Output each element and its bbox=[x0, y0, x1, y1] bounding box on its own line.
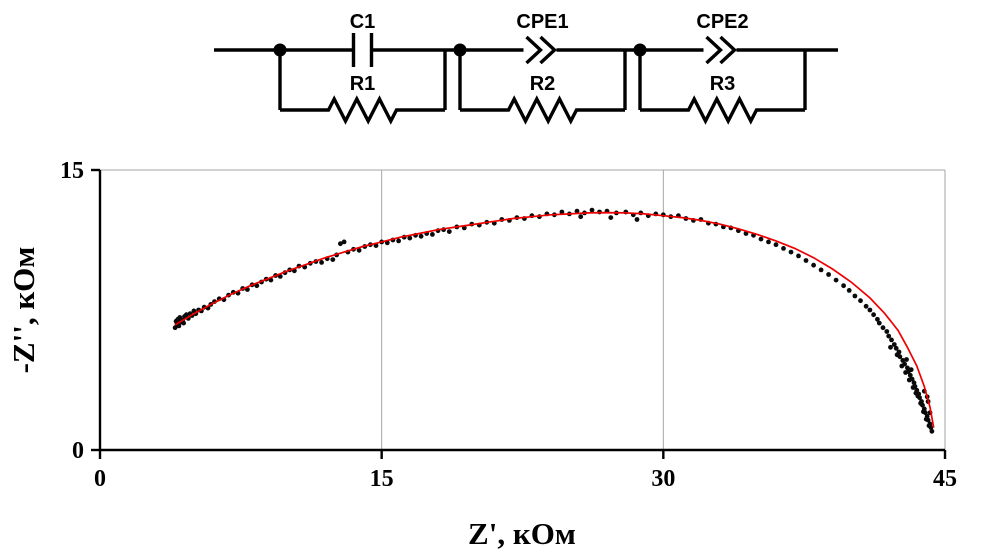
x-tick-label: 45 bbox=[933, 466, 957, 492]
resistor-label-R1: R1 bbox=[350, 73, 376, 95]
x-tick-label: 0 bbox=[94, 466, 106, 492]
y-axis-title: -Z'', кОм bbox=[6, 247, 41, 374]
component-label-CPE2: CPE2 bbox=[696, 11, 748, 33]
nyquist-chart: Z', кОм -Z'', кОм 0 15 30 45 0 15 bbox=[6, 158, 957, 551]
scatter-series bbox=[172, 207, 935, 434]
y-tick-label: 15 bbox=[60, 158, 84, 184]
component-label-C1: C1 bbox=[350, 11, 376, 33]
resistor-label-R2: R2 bbox=[530, 73, 556, 95]
circuit-wires bbox=[214, 33, 838, 125]
component-label-CPE1: CPE1 bbox=[516, 11, 568, 33]
resistor-label-R3: R3 bbox=[710, 73, 736, 95]
fit-line-series bbox=[174, 211, 935, 428]
junction-node-dot bbox=[453, 43, 467, 57]
x-axis-title: Z', кОм bbox=[468, 516, 576, 551]
x-tick-label: 15 bbox=[370, 466, 394, 492]
junction-node-dot bbox=[273, 43, 287, 57]
junction-node-dot bbox=[633, 43, 647, 57]
gridlines bbox=[100, 169, 946, 450]
equivalent-circuit-diagram: C1 R1 CPE1 R2 CPE2 R3 bbox=[214, 11, 838, 125]
y-tick-label: 0 bbox=[72, 438, 84, 464]
x-tick-label: 30 bbox=[651, 466, 675, 492]
axes bbox=[91, 168, 947, 459]
